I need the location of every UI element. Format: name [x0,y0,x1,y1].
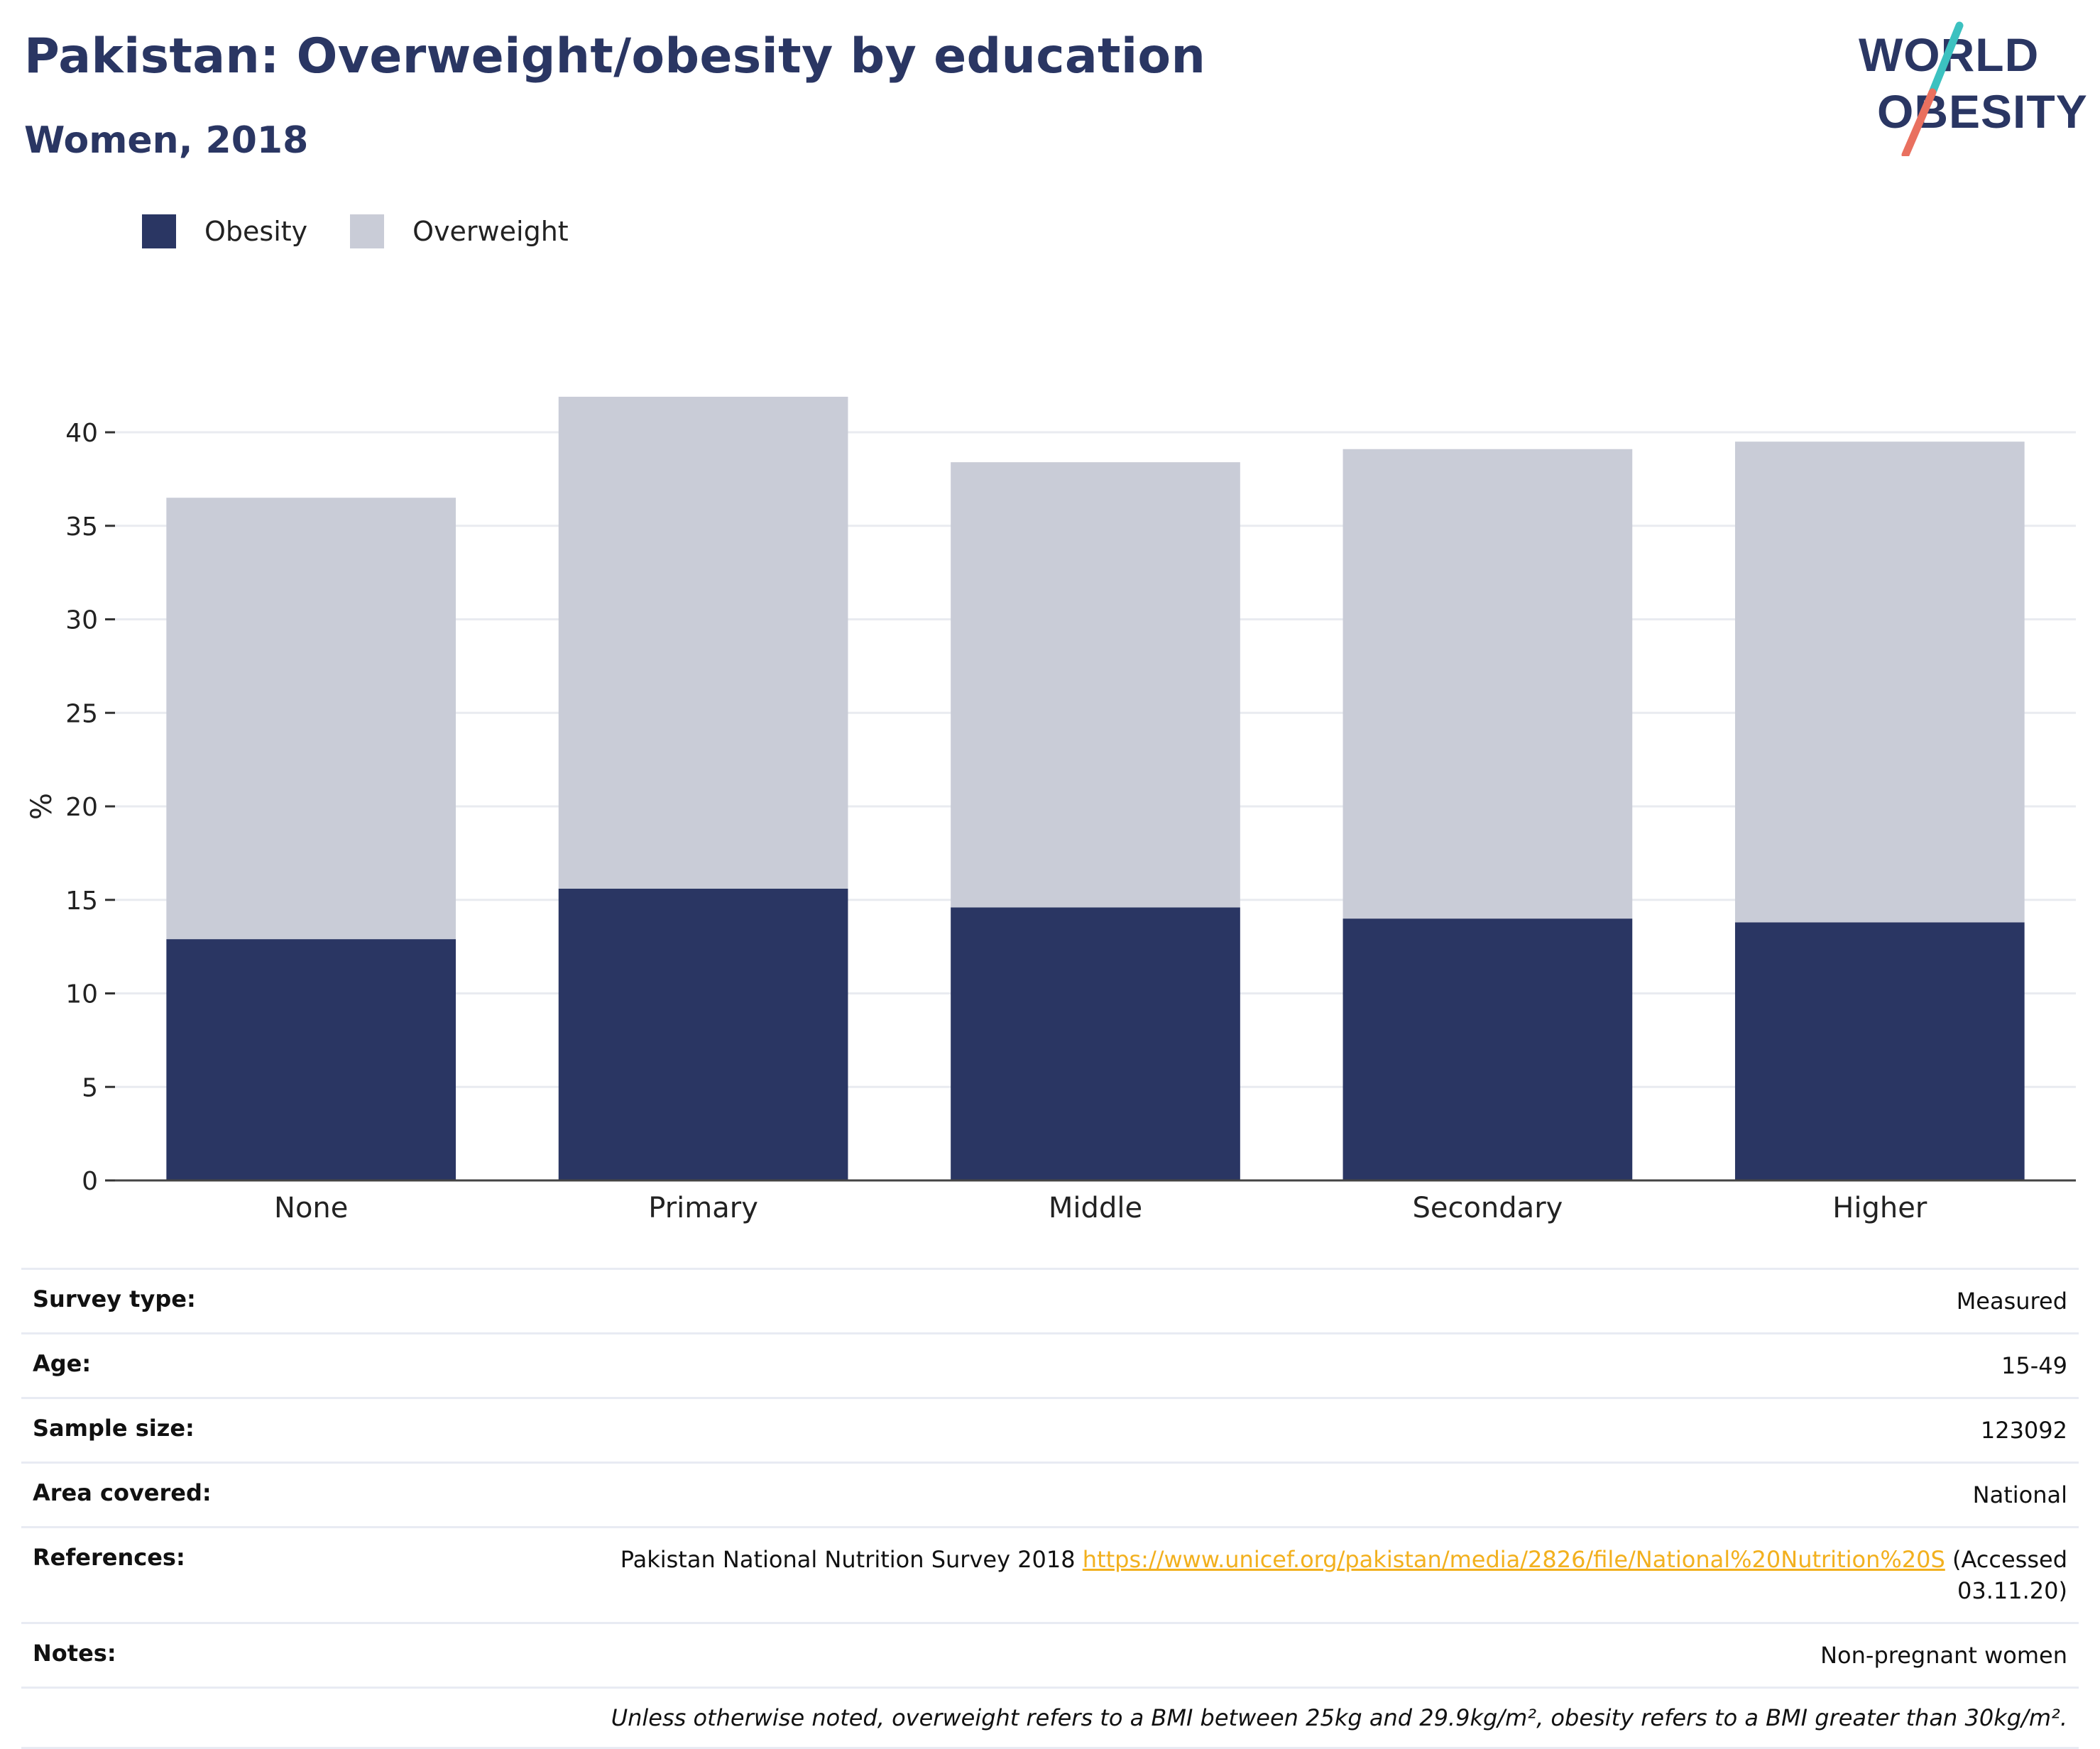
bar-overweight-higher[interactable] [1734,442,2025,923]
y-tick-label: 0 [82,1167,98,1196]
y-axis-label: % [26,793,58,820]
info-row-notes: Notes: Non-pregnant women [21,1623,2079,1688]
bars [166,396,2025,1180]
logo-slash-top [1928,21,1964,97]
axes: 0 5 10 15 20 25 30 35 40 None Primary Middle Seconda… [26,419,2076,1224]
legend-label-overweight: Overweight [412,216,569,247]
bmi-footnote: Unless otherwise noted, overweight refer… [611,1704,2067,1731]
legend-swatch-overweight [350,214,385,248]
bar-overweight-secondary[interactable] [1342,449,1633,919]
bar-obesity-higher[interactable] [1734,922,2025,1180]
survey-type-key: Survey type: [33,1285,196,1312]
notes-value: Non-pregnant women [1820,1642,2067,1669]
logo-slash-bottom [1901,88,1937,156]
x-category-label: Higher [1832,1192,1927,1224]
legend-item-overweight[interactable]: Overweight [350,214,569,248]
area-key: Area covered: [33,1479,212,1506]
x-category-label: Secondary [1412,1192,1563,1224]
age-value: 15-49 [2001,1352,2067,1379]
reference-accessed-2: 03.11.20) [1957,1577,2067,1604]
reference-text: Pakistan National Nutrition Survey 2018 [620,1546,1076,1573]
bar-overweight-middle[interactable] [951,462,1240,908]
y-tick-label: 15 [65,887,98,916]
y-tick-label: 10 [65,980,98,1009]
x-category-label: None [274,1192,348,1224]
legend-label-obesity: Obesity [204,216,308,247]
references-value: Pakistan National Nutrition Survey 2018 … [399,1528,2079,1623]
reference-link[interactable]: https://www.unicef.org/pakistan/media/28… [1082,1546,1945,1573]
info-row-age: Age: 15-49 [21,1333,2079,1398]
info-row-area: Area covered: National [21,1462,2079,1528]
survey-info-table: Survey type: Measured Age: 15-49 Sample … [21,1268,2079,1749]
x-category-label: Middle [1049,1192,1142,1224]
chart-subtitle: Women, 2018 [24,119,309,162]
y-tick-label: 20 [65,793,98,822]
bar-obesity-primary[interactable] [558,888,848,1180]
bar-obesity-none[interactable] [166,939,456,1180]
references-key: References: [33,1544,185,1571]
x-category-label: Primary [648,1192,758,1224]
info-row-survey-type: Survey type: Measured [21,1268,2079,1334]
area-value: National [1972,1481,2067,1508]
info-row-sample-size: Sample size: 123092 [21,1398,2079,1463]
y-tick-label: 25 [65,699,98,728]
info-row-footnote: Unless otherwise noted, overweight refer… [21,1687,2079,1748]
world-obesity-logo: WORLD OBESITY [1859,21,2087,156]
survey-type-value: Measured [1956,1288,2067,1315]
info-row-references: References: Pakistan National Nutrition … [21,1527,2079,1623]
bar-overweight-primary[interactable] [558,396,848,889]
bar-overweight-none[interactable] [166,498,456,940]
sample-size-value: 123092 [1980,1417,2067,1444]
logo-line2: OBESITY [1877,85,2087,138]
legend-swatch-obesity [142,214,176,248]
chart-title: Pakistan: Overweight/obesity by educatio… [24,28,1206,84]
bar-obesity-secondary[interactable] [1342,919,1633,1180]
bar-obesity-middle[interactable] [951,907,1240,1180]
y-tick-label: 5 [82,1073,98,1102]
legend-item-obesity[interactable]: Obesity [142,214,307,248]
sample-size-key: Sample size: [33,1415,195,1442]
y-tick-label: 40 [65,419,98,448]
age-key: Age: [33,1350,92,1377]
y-tick-label: 30 [65,606,98,635]
reference-accessed-1: (Accessed [1952,1546,2067,1573]
chart-legend: Obesity Overweight [142,210,611,253]
bar-chart: 0 5 10 15 20 25 30 35 40 None Primary Middle Seconda… [26,396,2076,1224]
notes-key: Notes: [33,1640,116,1667]
y-tick-label: 35 [65,512,98,542]
